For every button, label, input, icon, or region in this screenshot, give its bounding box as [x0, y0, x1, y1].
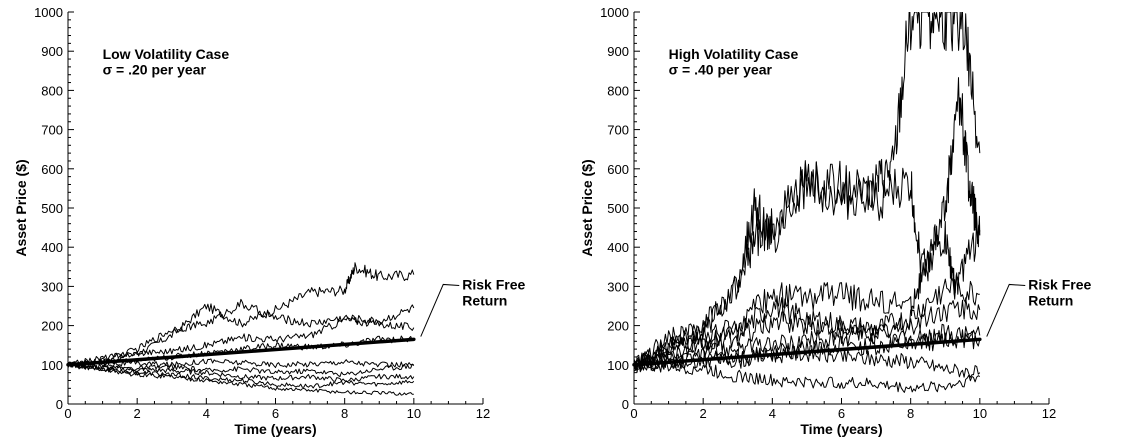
risk-free-label-line2: Return [462, 293, 507, 309]
y-tick-label: 600 [41, 162, 63, 177]
y-tick-label: 700 [607, 123, 629, 138]
risk-free-label-line1: Risk Free [462, 277, 525, 293]
x-axis-label: Time (years) [234, 421, 316, 437]
x-tick-label: 2 [134, 406, 141, 421]
y-tick-label: 800 [607, 83, 629, 98]
y-tick-label: 1000 [600, 5, 629, 20]
price-path-2 [634, 160, 981, 372]
y-tick-label: 400 [607, 240, 629, 255]
y-tick-label: 900 [41, 44, 63, 59]
x-tick-label: 12 [476, 406, 490, 421]
x-tick-label: 6 [272, 406, 279, 421]
case-title: High Volatility Case [669, 46, 799, 62]
y-tick-label: 500 [607, 201, 629, 216]
y-tick-label: 0 [56, 397, 63, 412]
y-tick-label: 1000 [34, 5, 63, 20]
x-tick-label: 4 [769, 406, 776, 421]
sigma-label: σ = .40 per year [669, 62, 773, 78]
y-tick-label: 500 [41, 201, 63, 216]
risk-free-label-line2: Return [1028, 293, 1073, 309]
x-tick-label: 8 [907, 406, 914, 421]
risk-free-leader [986, 283, 1026, 337]
y-tick-label: 200 [607, 319, 629, 334]
y-tick-label: 800 [41, 83, 63, 98]
price-path-8 [68, 364, 415, 389]
price-path-3 [634, 77, 981, 369]
x-tick-label: 4 [203, 406, 210, 421]
y-tick-label: 100 [607, 358, 629, 373]
x-tick-label: 12 [1042, 406, 1056, 421]
x-tick-label: 0 [64, 406, 71, 421]
price-path-9 [68, 362, 414, 396]
price-path-3 [68, 316, 415, 366]
y-tick-label: 200 [41, 319, 63, 334]
x-tick-label: 10 [973, 406, 987, 421]
risk-free-leader [420, 283, 460, 337]
y-tick-label: 900 [607, 44, 629, 59]
price-path-1 [634, 12, 981, 367]
price-path-5 [68, 358, 414, 369]
x-tick-label: 0 [630, 406, 637, 421]
y-axis-label: Asset Price ($) [13, 159, 29, 256]
price-path-5 [634, 297, 981, 370]
price-path-7 [68, 362, 415, 382]
x-tick-label: 6 [838, 406, 845, 421]
low-volatility-chart: 0 2 4 6 8 10 12 0 100 200 300 400 500 600 700 800 900 100… [13, 5, 525, 437]
x-axis-label: Time (years) [800, 421, 882, 437]
y-tick-label: 100 [41, 358, 63, 373]
x-tick-label: 8 [341, 406, 348, 421]
risk-free-line [632, 337, 982, 367]
plot-area [68, 262, 415, 396]
price-path-6 [634, 323, 981, 371]
y-tick-label: 700 [41, 123, 63, 138]
y-axis-label: Asset Price ($) [579, 159, 595, 256]
y-tick-label: 400 [41, 240, 63, 255]
sigma-label: σ = .20 per year [103, 62, 207, 78]
price-path-6 [68, 362, 415, 377]
risk-free-line [66, 337, 416, 367]
high-volatility-chart: 0 2 4 6 8 10 12 0 100 200 300 400 500 600 700 800 900 100… [579, 5, 1091, 437]
risk-free-label-line1: Risk Free [1028, 277, 1091, 293]
x-tick-label: 10 [407, 406, 421, 421]
case-title: Low Volatility Case [103, 46, 230, 62]
price-path-2 [68, 298, 415, 368]
price-path-9 [634, 358, 981, 393]
y-tick-label: 300 [607, 279, 629, 294]
x-tick-label: 2 [700, 406, 707, 421]
y-tick-label: 600 [607, 162, 629, 177]
y-tick-label: 0 [622, 397, 629, 412]
y-tick-label: 300 [41, 279, 63, 294]
